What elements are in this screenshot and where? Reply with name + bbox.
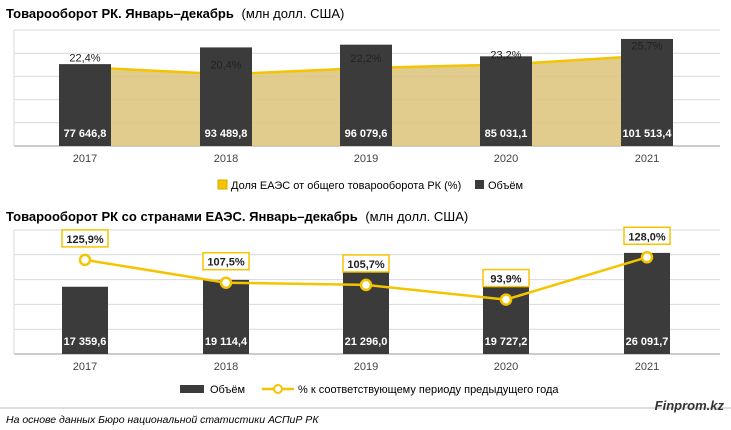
growth-value-label: 93,9%	[490, 274, 521, 286]
chart2-legend: Объём % к соответствующему периоду преды…	[180, 384, 559, 396]
bar-value-label: 26 091,7	[626, 336, 669, 348]
chart2-title: Товарооборот РК со странами ЕАЭС. Январь…	[6, 209, 358, 224]
bar	[62, 286, 108, 354]
legend-share-label: Доля ЕАЭС от общего товарооборота РК (%)	[231, 180, 461, 192]
bar	[203, 279, 249, 354]
bar	[624, 252, 670, 354]
growth-point	[78, 253, 92, 267]
legend-volume-label-1: Объём	[488, 180, 523, 192]
chart2-plot: 17 359,6 19 114,4 21 296,0 19 727,2 26 091,7…	[13, 226, 720, 373]
legend-share-swatch	[217, 179, 228, 190]
chart2-title-line: Товарооборот РК со странами ЕАЭС. Январь…	[6, 209, 468, 224]
share-value-label: 20,4%	[210, 59, 241, 71]
chart1-title: Товарооборот РК. Январь–декабрь	[6, 6, 234, 21]
bar-value-label: 101 513,4	[623, 128, 673, 140]
growth-value-label: 105,7%	[347, 259, 385, 271]
x-tick-label: 2017	[73, 361, 97, 373]
x-tick-label: 2017	[73, 153, 97, 165]
growth-value-label: 128,0%	[628, 231, 666, 243]
share-value-label: 25,7%	[631, 41, 662, 53]
chart1-subtitle: (млн долл. США)	[242, 6, 345, 21]
share-value-label: 23,2%	[490, 49, 521, 61]
growth-value-label: 107,5%	[207, 257, 245, 269]
x-tick-label: 2018	[214, 153, 238, 165]
bar	[483, 277, 529, 354]
chart1-plot: 77 646,8 93 489,8 96 079,6 85 031,1 101 513,…	[13, 29, 720, 165]
bar-value-label: 17 359,6	[64, 336, 107, 348]
growth-label-box	[202, 251, 250, 271]
x-tick-label: 2020	[494, 153, 518, 165]
x-tick-label: 2019	[354, 361, 378, 373]
legend-volume-label-2: Объём	[210, 384, 245, 396]
legend-volume-swatch-2	[180, 385, 204, 393]
x-tick-label: 2021	[635, 153, 659, 165]
bar-value-label: 77 646,8	[64, 128, 107, 140]
growth-label-box	[482, 268, 530, 288]
x-tick-label: 2019	[354, 153, 378, 165]
growth-label-box	[61, 229, 109, 248]
bar	[200, 47, 252, 147]
bar	[340, 44, 392, 146]
growth-point	[359, 278, 373, 292]
bar-value-label: 19 114,4	[205, 336, 248, 348]
legend-growth-label: % к соответствующему периоду предыдущего…	[298, 384, 559, 396]
bar-value-label: 19 727,2	[485, 336, 528, 348]
share-value-label: 22,2%	[350, 53, 381, 65]
x-tick-label: 2020	[494, 361, 518, 373]
bar	[59, 64, 111, 146]
x-tick-label: 2021	[635, 361, 659, 373]
source-note: На основе данных Бюро национальной стати…	[6, 414, 319, 426]
bar-value-label: 85 031,1	[485, 128, 528, 140]
x-tick-label: 2018	[214, 361, 238, 373]
brand-logo: Finprom.kz	[655, 398, 725, 413]
growth-value-label: 125,9%	[66, 234, 104, 246]
chart2-subtitle: (млн долл. США)	[365, 209, 468, 224]
growth-label-box	[623, 226, 671, 246]
bar	[480, 56, 532, 146]
bar-value-label: 93 489,8	[205, 128, 248, 140]
bar-value-label: 21 296,0	[345, 336, 388, 348]
growth-point	[499, 293, 513, 306]
share-value-label: 22,4%	[69, 52, 100, 64]
bar	[621, 38, 673, 146]
growth-label-box	[342, 254, 390, 273]
growth-point	[640, 251, 654, 264]
growth-point	[219, 276, 233, 289]
bar-value-label: 96 079,6	[345, 128, 388, 140]
legend-volume-swatch-1	[475, 180, 484, 189]
chart1-title-line: Товарооборот РК. Январь–декабрь (млн дол…	[6, 6, 344, 21]
legend-growth-marker	[273, 384, 283, 394]
chart1-legend: Доля ЕАЭС от общего товарооборота РК (%)…	[217, 179, 523, 192]
